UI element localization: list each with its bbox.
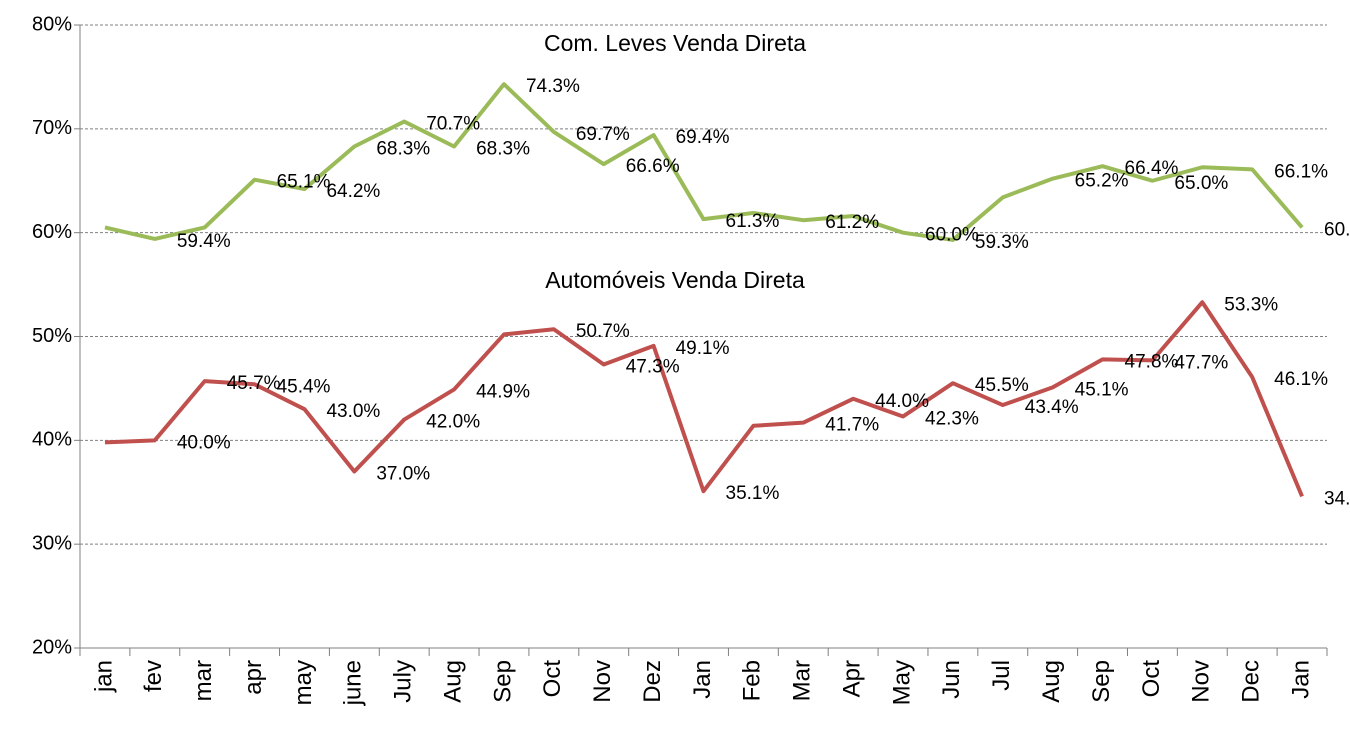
data-label: 45.5% xyxy=(975,375,1029,396)
x-tick-label: mar xyxy=(190,660,217,701)
data-label: 37.0% xyxy=(376,463,430,484)
series-label: Com. Leves Venda Direta xyxy=(544,30,806,56)
data-label: 47.3% xyxy=(626,357,680,378)
data-label: 34.6% xyxy=(1324,488,1350,509)
x-tick-label: Jun xyxy=(938,660,965,699)
data-label: 68.3% xyxy=(376,139,430,160)
data-label: 65.0% xyxy=(1174,173,1228,194)
x-tick-label: Jul xyxy=(988,660,1015,691)
data-label: 42.3% xyxy=(925,408,979,429)
data-label: 42.0% xyxy=(426,412,480,433)
y-tick-label: 50% xyxy=(32,325,72,347)
data-label: 60.5% xyxy=(1324,219,1350,240)
data-label: 47.8% xyxy=(1125,351,1179,372)
y-tick-label: 20% xyxy=(32,636,72,658)
series-label: Automóveis Venda Direta xyxy=(545,267,805,293)
y-tick-label: 40% xyxy=(32,429,72,451)
x-tick-label: Apr xyxy=(838,660,865,697)
data-label: 64.2% xyxy=(326,181,380,202)
x-tick-label: apr xyxy=(240,660,267,695)
x-tick-label: Dec xyxy=(1238,660,1265,703)
x-tick-label: Mar xyxy=(789,660,816,701)
data-label: 61.2% xyxy=(825,212,879,233)
x-tick-label: fev xyxy=(140,660,167,692)
x-tick-label: Jan xyxy=(1287,660,1314,699)
x-tick-label: Aug xyxy=(1038,660,1065,703)
x-tick-label: Nov xyxy=(1188,660,1215,703)
x-tick-label: Jan xyxy=(689,660,716,699)
data-label: 45.7% xyxy=(227,373,281,394)
data-label: 49.1% xyxy=(676,338,730,359)
data-label: 45.1% xyxy=(1075,379,1129,400)
series-line xyxy=(104,82,1304,242)
y-tick-label: 80% xyxy=(32,13,72,35)
data-label: 61.3% xyxy=(726,211,780,232)
data-label: 44.0% xyxy=(875,391,929,412)
x-tick-label: june xyxy=(340,660,367,706)
data-label: 70.7% xyxy=(426,114,480,135)
y-tick-label: 60% xyxy=(32,221,72,243)
x-tick-label: may xyxy=(290,660,317,705)
x-tick-label: Sep xyxy=(1088,660,1115,703)
x-tick-label: Feb xyxy=(739,660,766,701)
data-label: 69.7% xyxy=(576,124,630,145)
series-line xyxy=(104,300,1304,498)
data-label: 68.3% xyxy=(476,139,530,160)
x-tick-label: Oct xyxy=(1138,660,1165,698)
data-label: 59.4% xyxy=(177,231,231,252)
data-label: 44.9% xyxy=(476,381,530,402)
data-label: 66.6% xyxy=(626,156,680,177)
data-label: 50.7% xyxy=(576,321,630,342)
data-label: 66.4% xyxy=(1125,158,1179,179)
x-tick-label: Dez xyxy=(639,660,666,703)
y-tick-label: 30% xyxy=(32,532,72,554)
data-label: 53.3% xyxy=(1224,294,1278,315)
data-label: 74.3% xyxy=(526,76,580,97)
y-tick-label: 70% xyxy=(32,117,72,139)
data-label: 65.2% xyxy=(1075,171,1129,192)
x-tick-label: May xyxy=(888,660,915,705)
data-label: 40.0% xyxy=(177,432,231,453)
data-label: 45.4% xyxy=(277,376,331,397)
data-label: 43.4% xyxy=(1025,397,1079,418)
data-label: 65.1% xyxy=(277,172,331,193)
x-tick-label: Oct xyxy=(539,660,566,698)
data-label: 59.3% xyxy=(975,232,1029,253)
x-tick-label: Sep xyxy=(489,660,516,703)
x-tick-label: Nov xyxy=(589,660,616,703)
data-label: 43.0% xyxy=(326,401,380,422)
data-label: 47.7% xyxy=(1174,352,1228,373)
x-tick-label: Aug xyxy=(439,660,466,703)
data-label: 35.1% xyxy=(726,483,780,504)
data-label: 60.0% xyxy=(925,225,979,246)
data-label: 66.1% xyxy=(1274,161,1328,182)
data-label: 69.4% xyxy=(676,127,730,148)
x-tick-label: jan xyxy=(90,660,117,693)
data-label: 46.1% xyxy=(1274,369,1328,390)
data-label: 41.7% xyxy=(825,415,879,436)
x-tick-label: July xyxy=(390,660,417,703)
